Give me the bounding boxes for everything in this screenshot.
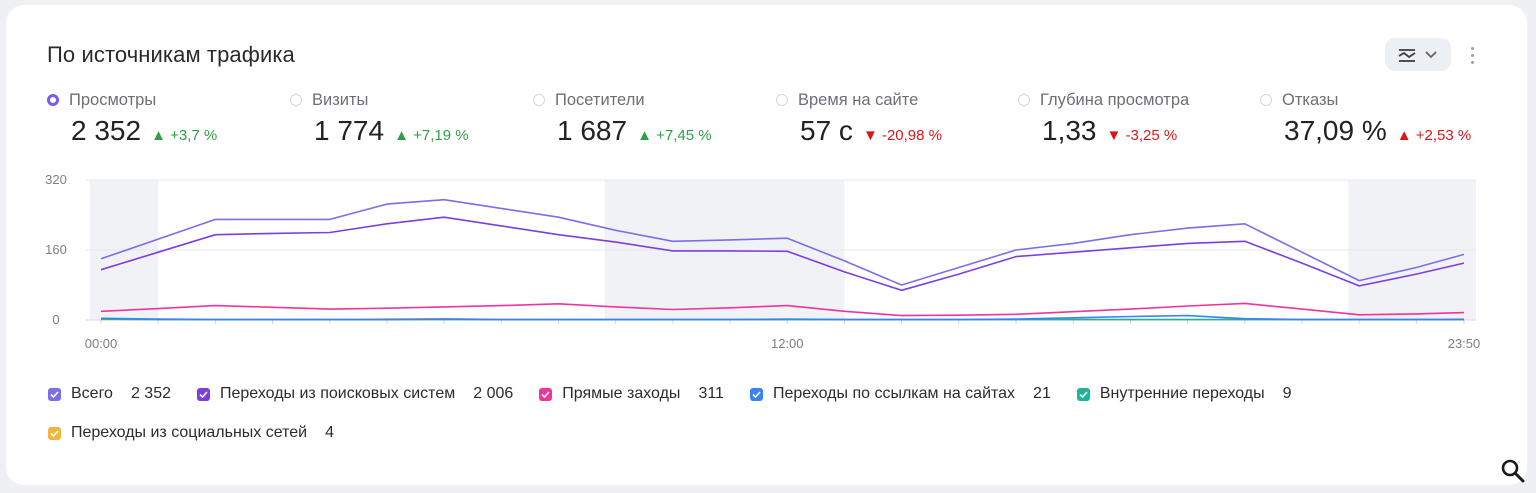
chart-settings-button[interactable]: [1385, 38, 1451, 71]
legend-checkbox[interactable]: [48, 387, 61, 401]
metric-radio[interactable]: [776, 94, 788, 106]
series-line: [100, 198, 1465, 286]
metric-radio[interactable]: [290, 94, 302, 106]
metric-value: 2 352: [71, 115, 142, 146]
legend-value: 311: [698, 385, 724, 402]
metric-card[interactable]: Отказы 37,09 % ▲ +2,53 %: [1260, 89, 1490, 147]
metric-card[interactable]: Посетители 1 687 ▲ +7,45 %: [533, 89, 763, 147]
legend-item[interactable]: Прямые заходы 311: [539, 385, 724, 403]
metric-delta: ▲ +3,7 %: [151, 127, 218, 144]
metric-radio[interactable]: [1260, 94, 1272, 106]
x-tick-label: 00:00: [85, 336, 118, 351]
legend-label: Переходы из поисковых систем: [220, 385, 456, 402]
legend-item[interactable]: Внутренние переходы 9: [1076, 385, 1292, 403]
metric-label: Время на сайте: [798, 90, 919, 109]
legend-value: 2 352: [130, 385, 171, 402]
legend-label: Переходы из социальных сетей: [71, 424, 308, 441]
chart-legend-second-row: Переходы из социальных сетей 4: [48, 424, 360, 442]
legend-value: 21: [1033, 385, 1051, 402]
series-line: [100, 314, 1464, 321]
legend-label: Внутренние переходы: [1099, 385, 1265, 402]
legend-item[interactable]: Переходы из социальных сетей 4: [48, 424, 334, 442]
x-tick-label: 12:00: [771, 336, 804, 351]
legend-checkbox[interactable]: [48, 426, 61, 440]
metric-card[interactable]: Визиты 1 774 ▲ +7,19 %: [290, 89, 520, 147]
legend-label: Всего: [71, 385, 113, 402]
metric-delta: ▼ -3,25 %: [1106, 127, 1178, 144]
y-tick-label: 160: [45, 242, 67, 257]
metric-radio[interactable]: [533, 94, 545, 106]
metric-value: 1,33: [1042, 115, 1097, 146]
traffic-line-chart: 0 160 320 00:00 12:00 23:50: [45, 172, 1481, 351]
chevron-down-icon: [1425, 50, 1437, 58]
metric-radio[interactable]: [47, 94, 59, 106]
series-line: [100, 216, 1465, 292]
x-tick-label: 23:50: [1448, 336, 1481, 351]
metric-label: Визиты: [312, 90, 369, 109]
legend-value: 9: [1282, 385, 1292, 402]
metric-radio[interactable]: [1018, 94, 1030, 106]
chart-type-icon: [1398, 48, 1416, 62]
legend-checkbox[interactable]: [1076, 387, 1090, 401]
metric-delta: ▲ +7,19 %: [394, 127, 469, 144]
legend-checkbox[interactable]: [197, 387, 210, 401]
metric-delta: ▲ +7,45 %: [637, 127, 712, 144]
legend-label: Переходы по ссылкам на сайтах: [772, 385, 1016, 402]
metric-value: 1 774: [314, 115, 385, 146]
series-line: [100, 302, 1465, 317]
metric-value: 1 687: [557, 115, 628, 146]
metric-label: Глубина просмотра: [1040, 90, 1190, 109]
legend-value: 2 006: [473, 385, 514, 402]
metric-value: 57 с: [800, 115, 853, 146]
search-icon[interactable]: [1500, 458, 1526, 484]
metric-label: Отказы: [1282, 90, 1339, 109]
traffic-sources-card: По источникам трафика Просмотры 2 352 ▲ …: [6, 5, 1527, 485]
legend-label: Прямые заходы: [562, 385, 681, 402]
metric-delta: ▲ +2,53 %: [1396, 127, 1472, 144]
legend-item[interactable]: Переходы по ссылкам на сайтах 21: [749, 385, 1051, 403]
y-tick-label: 320: [45, 172, 67, 187]
legend-checkbox[interactable]: [749, 387, 763, 401]
metric-label: Посетители: [555, 90, 645, 109]
y-tick-label: 0: [52, 312, 59, 327]
legend-checkbox[interactable]: [539, 387, 553, 401]
legend-item[interactable]: Всего 2 352: [48, 385, 171, 403]
card-title: По источникам трафика: [47, 42, 295, 67]
metric-card[interactable]: Глубина просмотра 1,33 ▼ -3,25 %: [1018, 89, 1248, 147]
chart-legend: Всего 2 352 Переходы из поисковых систем…: [48, 385, 1318, 403]
metric-card[interactable]: Просмотры 2 352 ▲ +3,7 %: [47, 89, 277, 147]
metric-label: Просмотры: [69, 90, 157, 109]
metric-value: 37,09 %: [1284, 115, 1387, 146]
metric-delta: ▼ -20,98 %: [862, 127, 942, 144]
legend-value: 4: [325, 424, 334, 441]
metric-card[interactable]: Время на сайте 57 с ▼ -20,98 %: [776, 89, 1006, 147]
legend-item[interactable]: Переходы из поисковых систем 2 006: [197, 385, 513, 403]
more-vertical-icon[interactable]: [1463, 41, 1481, 69]
